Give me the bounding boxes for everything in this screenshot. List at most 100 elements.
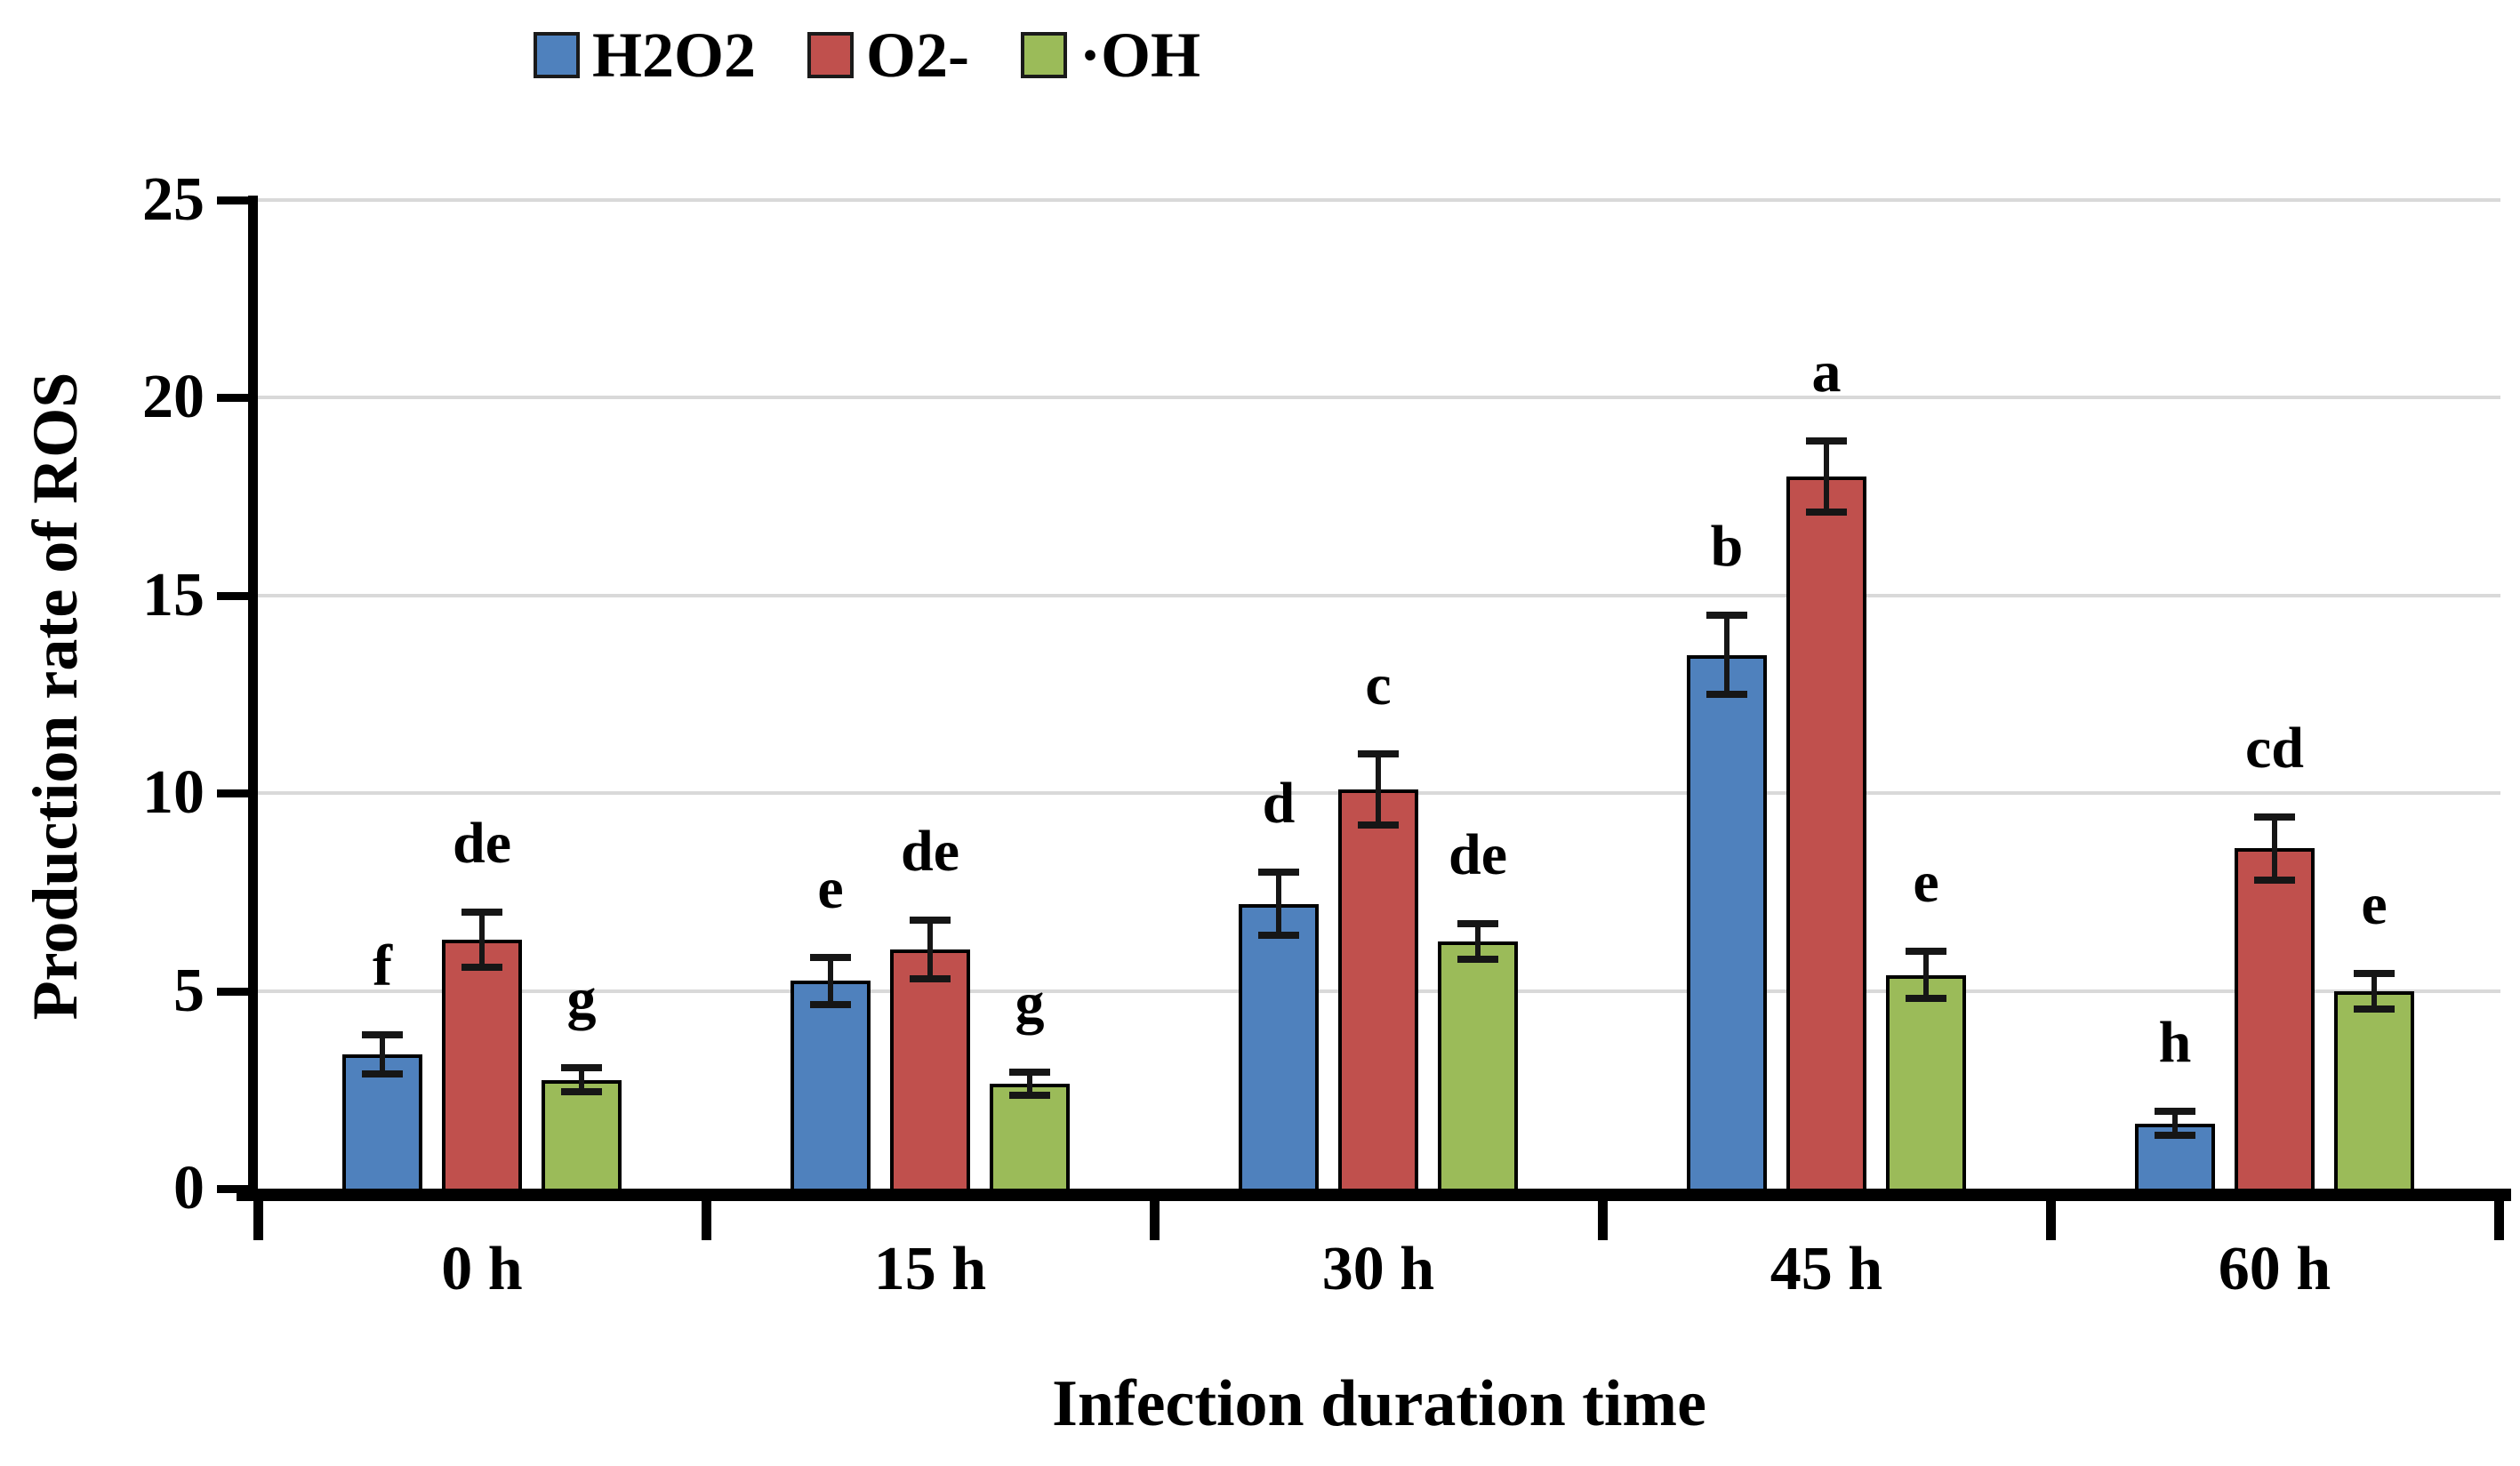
- error-bar-line: [2372, 973, 2377, 1009]
- error-bar-line: [1376, 753, 1381, 825]
- error-bar-cap-top: [910, 916, 951, 924]
- error-bar-cap-top: [2254, 813, 2295, 821]
- error-bar-cap-top: [1457, 919, 1498, 927]
- y-tick-25: [217, 196, 258, 204]
- bar-H2O2-15h: [791, 981, 871, 1192]
- bar-OH-15h: [990, 1084, 1070, 1192]
- sig-letter-d-30h: d: [1262, 771, 1296, 837]
- category-label-0h: 0 h: [441, 1235, 523, 1303]
- error-bar-cap-top: [810, 953, 851, 961]
- legend-label: H2O2: [592, 20, 757, 91]
- legend-swatch-icon: [807, 32, 855, 78]
- sig-letter-de-30h: de: [1449, 821, 1507, 887]
- bar-H2O2-45h: [1687, 654, 1767, 1192]
- x-tick-2: [1150, 1201, 1160, 1240]
- error-bar-cap-bottom: [910, 975, 951, 983]
- sig-letter-e-45h: e: [1913, 850, 1939, 916]
- error-bar-cap-bottom: [1009, 1092, 1050, 1100]
- y-tick-label-5: 5: [173, 956, 205, 1025]
- error-bar-cap-top: [461, 908, 502, 916]
- error-bar-cap-top: [1009, 1068, 1050, 1076]
- error-bar-cap-bottom: [1457, 956, 1498, 964]
- sig-letter-de-0h: de: [453, 810, 511, 876]
- error-bar-cap-bottom: [2254, 877, 2295, 885]
- bar-OH-30h: [1438, 941, 1518, 1192]
- category-label-15h: 15 h: [873, 1235, 987, 1303]
- legend-swatch-icon: [1021, 32, 1067, 78]
- bar-H2O2-30h: [1239, 903, 1319, 1192]
- x-tick-5: [2494, 1201, 2504, 1240]
- legend-label: ·OH: [1079, 20, 1201, 91]
- error-bar-cap-bottom: [1358, 821, 1399, 829]
- error-bar-cap-top: [1258, 869, 1299, 877]
- x-axis-title: Infection duration time: [1052, 1367, 1706, 1440]
- y-axis-title: Production rate of ROS: [20, 372, 91, 1021]
- error-bar-line: [1824, 441, 1829, 513]
- y-tick-label-20: 20: [142, 363, 205, 432]
- error-bar-cap-top: [2155, 1108, 2195, 1116]
- error-bar-line: [2272, 816, 2277, 881]
- y-tick-label-15: 15: [142, 560, 205, 629]
- y-tick-label-25: 25: [142, 165, 205, 234]
- y-tick-10: [217, 789, 258, 798]
- y-tick-label-0: 0: [173, 1154, 205, 1222]
- error-bar-line: [1475, 923, 1481, 959]
- sig-letter-e-15h: e: [817, 855, 844, 921]
- y-tick-20: [217, 394, 258, 403]
- error-bar-cap-bottom: [561, 1088, 602, 1096]
- sig-letter-e-60h: e: [2361, 871, 2388, 937]
- error-bar-line: [380, 1034, 385, 1074]
- bar-O2-30h: [1338, 789, 1418, 1192]
- legend-item-H2O2: H2O2: [534, 20, 756, 91]
- error-bar-cap-top: [362, 1030, 403, 1038]
- error-bar-cap-bottom: [2155, 1131, 2195, 1139]
- gridline-25: [258, 198, 2500, 202]
- bar-OH-60h: [2334, 990, 2414, 1192]
- error-bar-line: [1027, 1071, 1032, 1096]
- bar-O2-45h: [1786, 477, 1866, 1192]
- sig-letter-g-15h: g: [1015, 970, 1045, 1036]
- error-bar-cap-bottom: [461, 963, 502, 971]
- sig-letter-b-45h: b: [1710, 514, 1744, 580]
- sig-letter-f-0h: f: [373, 933, 392, 998]
- error-bar-cap-top: [1806, 437, 1847, 445]
- sig-letter-cd-60h: cd: [2245, 715, 2304, 781]
- legend-swatch-icon: [534, 32, 580, 78]
- error-bar-line: [927, 919, 933, 980]
- gridline-15: [258, 593, 2500, 597]
- y-tick-15: [217, 591, 258, 600]
- error-bar-cap-bottom: [362, 1070, 403, 1077]
- error-bar-line: [1276, 872, 1281, 936]
- y-tick-0: [217, 1185, 258, 1193]
- error-bar-cap-bottom: [2354, 1005, 2395, 1013]
- error-bar-line: [579, 1068, 584, 1093]
- sig-letter-h-60h: h: [2158, 1010, 2192, 1076]
- category-label-30h: 30 h: [1321, 1235, 1435, 1303]
- bar-O2-60h: [2235, 848, 2315, 1192]
- error-bar-line: [1923, 951, 1929, 999]
- x-axis-line: [237, 1189, 2511, 1201]
- legend-item-O2: O2-: [807, 20, 969, 91]
- x-tick-0: [253, 1201, 263, 1240]
- error-bar-cap-top: [1358, 749, 1399, 757]
- y-tick-label-10: 10: [142, 758, 205, 828]
- error-bar-line: [1724, 615, 1729, 694]
- gridline-20: [258, 396, 2500, 400]
- y-axis-line: [248, 196, 258, 1195]
- error-bar-line: [828, 957, 833, 1005]
- bar-OH-45h: [1886, 974, 1966, 1192]
- error-bar-cap-top: [1706, 612, 1747, 620]
- category-label-45h: 45 h: [1770, 1235, 1883, 1303]
- error-bar-cap-bottom: [1906, 995, 1946, 1003]
- error-bar-cap-bottom: [810, 1001, 851, 1009]
- bar-OH-0h: [542, 1079, 622, 1192]
- bar-O2-15h: [890, 949, 970, 1192]
- legend-item-OH: ·OH: [1021, 20, 1200, 91]
- error-bar-cap-top: [561, 1064, 602, 1072]
- chart-legend: H2O2 O2- ·OH: [534, 20, 1200, 91]
- x-tick-1: [702, 1201, 711, 1240]
- error-bar-cap-bottom: [1258, 932, 1299, 940]
- sig-letter-c-30h: c: [1365, 652, 1392, 717]
- legend-label: O2-: [866, 20, 969, 91]
